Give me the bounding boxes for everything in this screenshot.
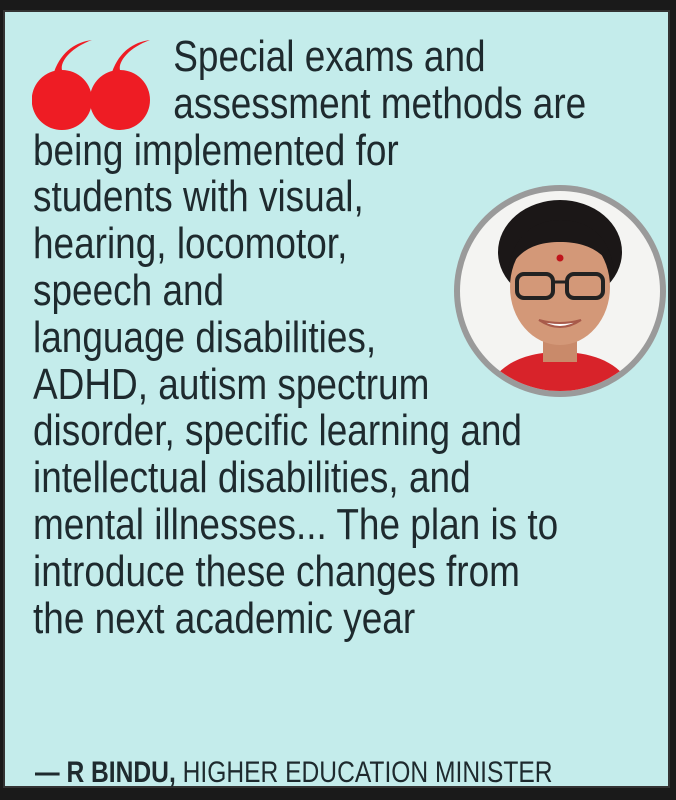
quote-line: being implemented for — [33, 125, 399, 175]
quote-line: introduce these changes from — [33, 546, 520, 596]
quote-text: Special exams and assessment methods are… — [33, 32, 671, 643]
speaker-name: R BINDU, — [66, 756, 176, 789]
quote-line: disorder, specific learning and — [33, 406, 522, 456]
open-quote-icon — [32, 40, 150, 130]
quote-line: assessment methods are — [173, 78, 587, 128]
quote-line: the next academic year — [33, 593, 416, 643]
speaker-title: HIGHER EDUCATION MINISTER — [182, 756, 553, 789]
quote-line: speech and — [33, 265, 225, 315]
quote-line: mental illnesses... The plan is to — [33, 499, 559, 549]
quote-line: ADHD, autism spectrum — [33, 359, 430, 409]
quote-line: intellectual disabilities, and — [33, 453, 471, 503]
quote-line: hearing, locomotor, — [33, 219, 348, 269]
quote-line: students with visual, — [33, 172, 364, 222]
portrait-photo — [454, 185, 666, 397]
attribution-dash: — — [35, 756, 60, 789]
quote-line: Special exams and — [173, 32, 486, 81]
quote-line: language disabilities, — [33, 312, 377, 362]
quote-box: Special exams and assessment methods are… — [3, 10, 671, 790]
attribution: — R BINDU, HIGHER EDUCATION MINISTER — [35, 756, 553, 790]
